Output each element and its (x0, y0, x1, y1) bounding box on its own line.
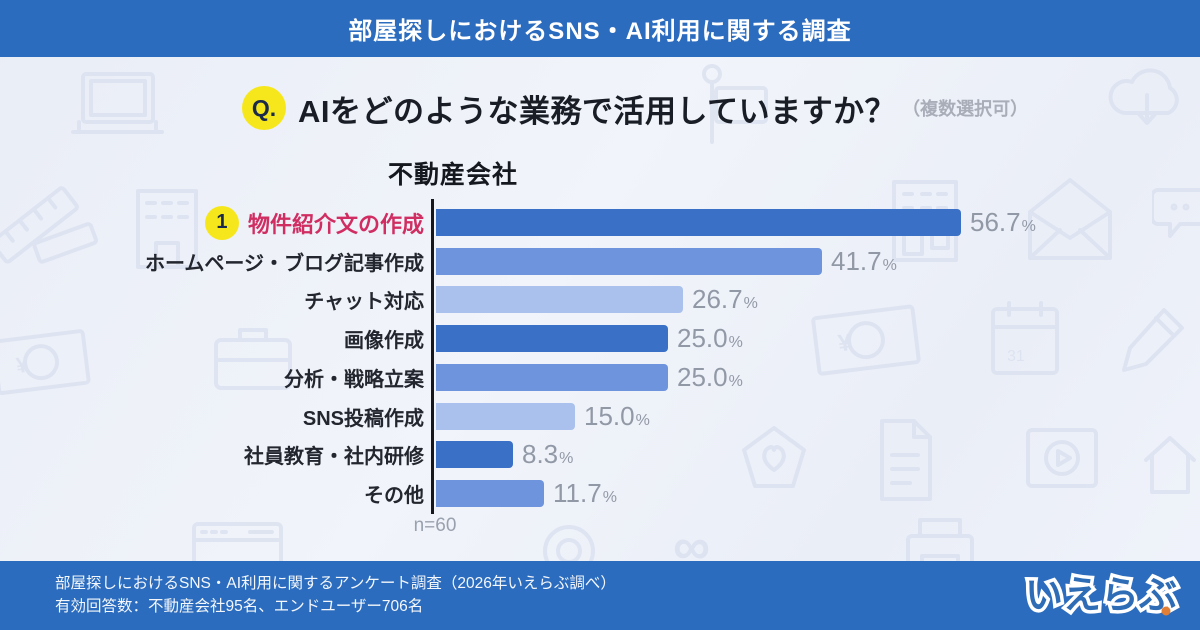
chat-bubble-icon (1152, 180, 1200, 242)
bar-label: 画像作成 (344, 325, 424, 352)
bar-value: 41.7% (831, 246, 897, 276)
banknote-icon: ¥ (0, 316, 97, 408)
chart-row: チャット対応 26.7% (0, 284, 1200, 314)
bar-value: 15.0% (584, 401, 650, 431)
bar-value: 11.7% (553, 478, 617, 508)
bar-label-text: 物件紹介文の作成 (247, 211, 424, 237)
question-text: AIをどのような業務で活用していますか？ (298, 93, 897, 129)
rank-1-badge: 1 (204, 205, 239, 240)
ruler-pencil-icon (0, 155, 128, 320)
logo-text: いえらぶ (1025, 575, 1177, 617)
bar (436, 480, 544, 507)
chart-row: 画像作成 25.0% (0, 323, 1200, 353)
chart-title: 不動産会社 (387, 161, 518, 189)
footer-line1: 部屋探しにおけるSNS・AI利用に関するアンケート調査（2026年いえらぶ調べ） (55, 575, 616, 592)
pentagon-icon (738, 422, 810, 494)
bar (436, 325, 668, 352)
bar-label: 社員教育・社内研修 (244, 441, 424, 468)
chart-row: その他 11.7% (0, 478, 1200, 508)
bar-label-text: チャット対応 (304, 291, 424, 313)
bar-label-text: 分析・戦略立案 (284, 369, 424, 391)
bar-value: 25.0% (677, 362, 743, 392)
bar-value: 25.0% (677, 323, 743, 353)
bar-label-text: 画像作成 (344, 330, 424, 352)
bar (436, 364, 668, 391)
bar-label: 1 物件紹介文の作成 (204, 205, 424, 240)
bar (436, 403, 575, 430)
chart-axis-line (431, 199, 434, 514)
bar (436, 286, 683, 313)
chart-row: 1 物件紹介文の作成 56.7% (0, 205, 1200, 240)
bar-label: ホームページ・ブログ記事作成 (145, 248, 424, 275)
sample-size-label: n=60 (413, 515, 457, 536)
svg-text:¥: ¥ (837, 329, 854, 358)
chart-row: 社員教育・社内研修 8.3% (0, 439, 1200, 469)
bar (436, 209, 961, 236)
film-reel-icon (1022, 422, 1102, 494)
document-icon (868, 415, 940, 505)
bar-value: 56.7% (970, 207, 1036, 237)
pencil-icon (1112, 300, 1192, 375)
bar-label-text: 社員教育・社内研修 (244, 446, 424, 468)
question-note: （複数選択可） (902, 99, 1029, 119)
bar-label: 分析・戦略立案 (284, 364, 424, 391)
ielove-logo: いえらぶ (1016, 568, 1186, 627)
bar-label-text: ホームページ・ブログ記事作成 (145, 253, 424, 275)
banknote-icon: ¥ (807, 292, 927, 390)
svg-text:¥: ¥ (15, 352, 31, 378)
calendar-icon: 31 (985, 295, 1065, 383)
signpost-icon (690, 62, 775, 147)
bar (436, 441, 513, 468)
footer-line2: 有効回答数：不動産会社95名、エンドユーザー706名 (55, 598, 424, 615)
bar-value: 8.3% (522, 439, 574, 469)
open-envelope-icon (1018, 168, 1123, 268)
bar-value: 26.7% (692, 284, 758, 314)
bar-label: SNS投稿作成 (303, 403, 424, 430)
cloud-download-icon (1100, 55, 1195, 135)
briefcase-icon (208, 318, 298, 396)
chart-row: ホームページ・ブログ記事作成 41.7% (0, 246, 1200, 276)
header-bar: 部屋探しにおけるSNS・AI利用に関する調査 (0, 0, 1200, 57)
chart-row: 分析・戦略立案 25.0% (0, 362, 1200, 392)
bar (436, 248, 822, 275)
bar-label-text: その他 (364, 485, 424, 507)
footer-bar: 部屋探しにおけるSNS・AI利用に関するアンケート調査（2026年いえらぶ調べ）… (0, 561, 1200, 630)
bar-label-text: SNS投稿作成 (302, 408, 424, 430)
footer-source-text: 部屋探しにおけるSNS・AI利用に関するアンケート調査（2026年いえらぶ調べ）… (55, 572, 616, 618)
question-row: Q. AIをどのような業務で活用していますか？ （複数選択可） (242, 86, 1028, 130)
building-icon (120, 185, 215, 270)
question-badge: Q. (242, 86, 286, 130)
bar-label: その他 (364, 480, 424, 507)
chart-row: SNS投稿作成 15.0% (0, 401, 1200, 431)
svg-text:31: 31 (1007, 348, 1025, 365)
laptop-icon (65, 70, 170, 145)
page-title: 部屋探しにおけるSNS・AI利用に関する調査 (348, 18, 852, 45)
logo-accent (1161, 606, 1171, 616)
bar-label: チャット対応 (304, 286, 424, 313)
house-icon (1140, 430, 1200, 500)
